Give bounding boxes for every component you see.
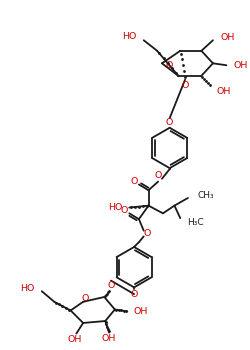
Text: O: O: [154, 172, 162, 180]
Text: O: O: [144, 229, 151, 238]
Text: HO: HO: [20, 284, 34, 293]
Text: CH₃: CH₃: [198, 190, 214, 199]
Text: OH: OH: [233, 61, 248, 70]
Text: O: O: [130, 177, 138, 186]
Text: HO: HO: [108, 203, 122, 212]
Text: O: O: [121, 206, 128, 215]
Text: H₃C: H₃C: [187, 218, 204, 228]
Text: O: O: [107, 281, 115, 290]
Text: OH: OH: [221, 33, 235, 42]
Text: O: O: [166, 118, 173, 127]
Text: O: O: [181, 81, 189, 90]
Text: O: O: [130, 289, 138, 299]
Text: OH: OH: [133, 307, 148, 316]
Text: OH: OH: [217, 87, 231, 96]
Text: O: O: [166, 61, 173, 70]
Text: HO: HO: [122, 32, 137, 41]
Text: OH: OH: [102, 334, 116, 343]
Text: O: O: [81, 294, 89, 303]
Text: OH: OH: [67, 335, 82, 344]
